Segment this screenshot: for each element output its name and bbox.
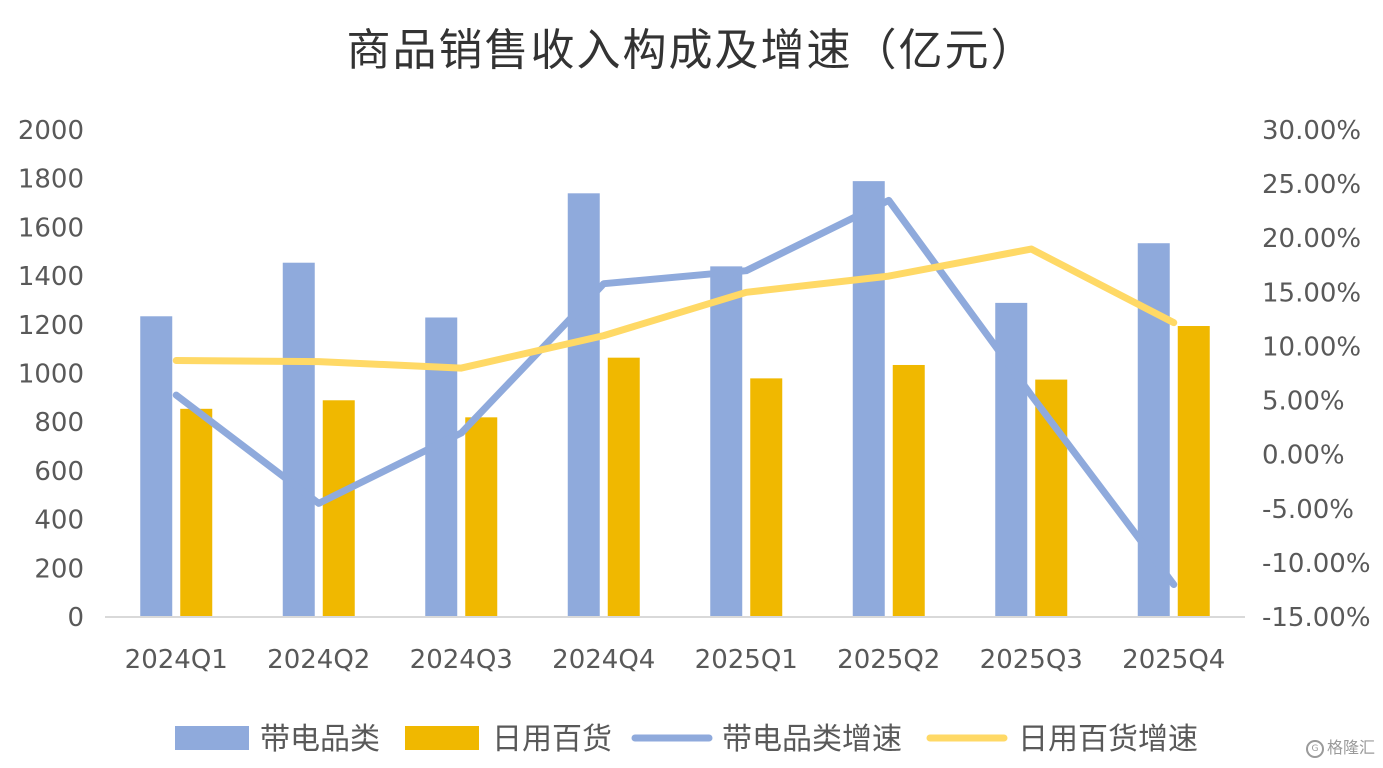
bar-series <box>140 181 1210 618</box>
x-tick-label: 2024Q3 <box>410 645 513 675</box>
y-tick-label-right: -15.00% <box>1262 603 1371 633</box>
y-tick-label-left: 1400 <box>18 262 84 292</box>
bar-日用百货-2025Q3 <box>1035 379 1068 617</box>
y-tick-label-left: 200 <box>34 554 84 584</box>
legend-swatch-带电品类 <box>175 726 249 750</box>
y-tick-label-right: -5.00% <box>1262 495 1354 525</box>
y-tick-label-left: 1800 <box>18 165 84 195</box>
watermark: G 格隆汇 <box>1305 734 1375 758</box>
bar-日用百货-2024Q2 <box>322 400 355 617</box>
y-axis-left: 0 200 400 600 800 1000 1200 1400 1600 1800 2000 <box>18 116 84 633</box>
y-tick-label-left: 800 <box>34 408 84 438</box>
y-tick-label-right: 0.00% <box>1262 441 1345 471</box>
y-tick-label-left: 400 <box>34 506 84 536</box>
legend: 带电品类 日用百货 带电品类增速 日用百货增速 <box>175 722 1198 757</box>
bar-带电品类-2025Q2 <box>852 181 885 617</box>
bar-日用百货-2024Q3 <box>465 417 498 617</box>
y-tick-label-right: 25.00% <box>1262 170 1361 200</box>
x-tick-label: 2024Q1 <box>125 645 228 675</box>
y-tick-label-left: 1200 <box>18 311 84 341</box>
x-tick-label: 2025Q3 <box>980 645 1083 675</box>
bar-带电品类-2024Q3 <box>425 317 458 617</box>
bar-带电品类-2025Q1 <box>710 266 743 617</box>
y-tick-label-left: 1000 <box>18 360 84 390</box>
y-tick-label-left: 600 <box>34 457 84 487</box>
x-tick-label: 2024Q2 <box>267 645 370 675</box>
legend-swatch-日用百货 <box>405 726 479 750</box>
y-tick-label-right: 10.00% <box>1262 332 1361 362</box>
legend-label: 日用百货增速 <box>1018 722 1198 757</box>
y-tick-label-right: 20.00% <box>1262 224 1361 254</box>
bar-日用百货-2024Q4 <box>607 357 640 617</box>
y-tick-label-left: 0 <box>67 603 84 633</box>
legend-label: 带电品类增速 <box>722 722 902 757</box>
bar-带电品类-2024Q4 <box>567 193 600 617</box>
x-tick-label: 2024Q4 <box>552 645 655 675</box>
y-tick-label-right: 15.00% <box>1262 278 1361 308</box>
watermark-text: 格隆汇 <box>1326 738 1375 757</box>
bar-日用百货-2025Q1 <box>750 378 783 617</box>
line-带电品类增速 <box>172 196 1178 589</box>
y-tick-label-left: 2000 <box>18 116 84 146</box>
x-axis: 2024Q1 2024Q2 2024Q3 2024Q4 2025Q1 2025Q2 2025… <box>125 645 1226 675</box>
bar-日用百货-2024Q1 <box>180 408 213 617</box>
chart-title: 商品销售收入构成及增速（亿元） <box>346 25 1037 76</box>
bar-带电品类-2024Q2 <box>282 262 315 617</box>
bar-带电品类-2024Q1 <box>140 316 173 617</box>
y-tick-label-right: -10.00% <box>1262 549 1371 579</box>
legend-label: 日用百货 <box>492 722 612 757</box>
y-axis-right: -15.00% -10.00% -5.00% 0.00% 5.00% 10.00% 15.0… <box>1262 116 1371 633</box>
watermark-logo-icon: G <box>1305 739 1324 758</box>
bar-日用百货-2025Q4 <box>1177 326 1210 617</box>
line-日用百货增速 <box>172 245 1178 372</box>
bar-日用百货-2025Q2 <box>892 364 925 617</box>
y-tick-label-left: 1600 <box>18 213 84 243</box>
y-tick-label-right: 30.00% <box>1262 116 1361 146</box>
x-tick-label: 2025Q4 <box>1122 645 1225 675</box>
x-tick-label: 2025Q1 <box>695 645 798 675</box>
y-tick-label-right: 5.00% <box>1262 387 1345 417</box>
line-series <box>172 196 1178 589</box>
legend-label: 带电品类 <box>260 722 380 757</box>
x-tick-label: 2025Q2 <box>837 645 940 675</box>
